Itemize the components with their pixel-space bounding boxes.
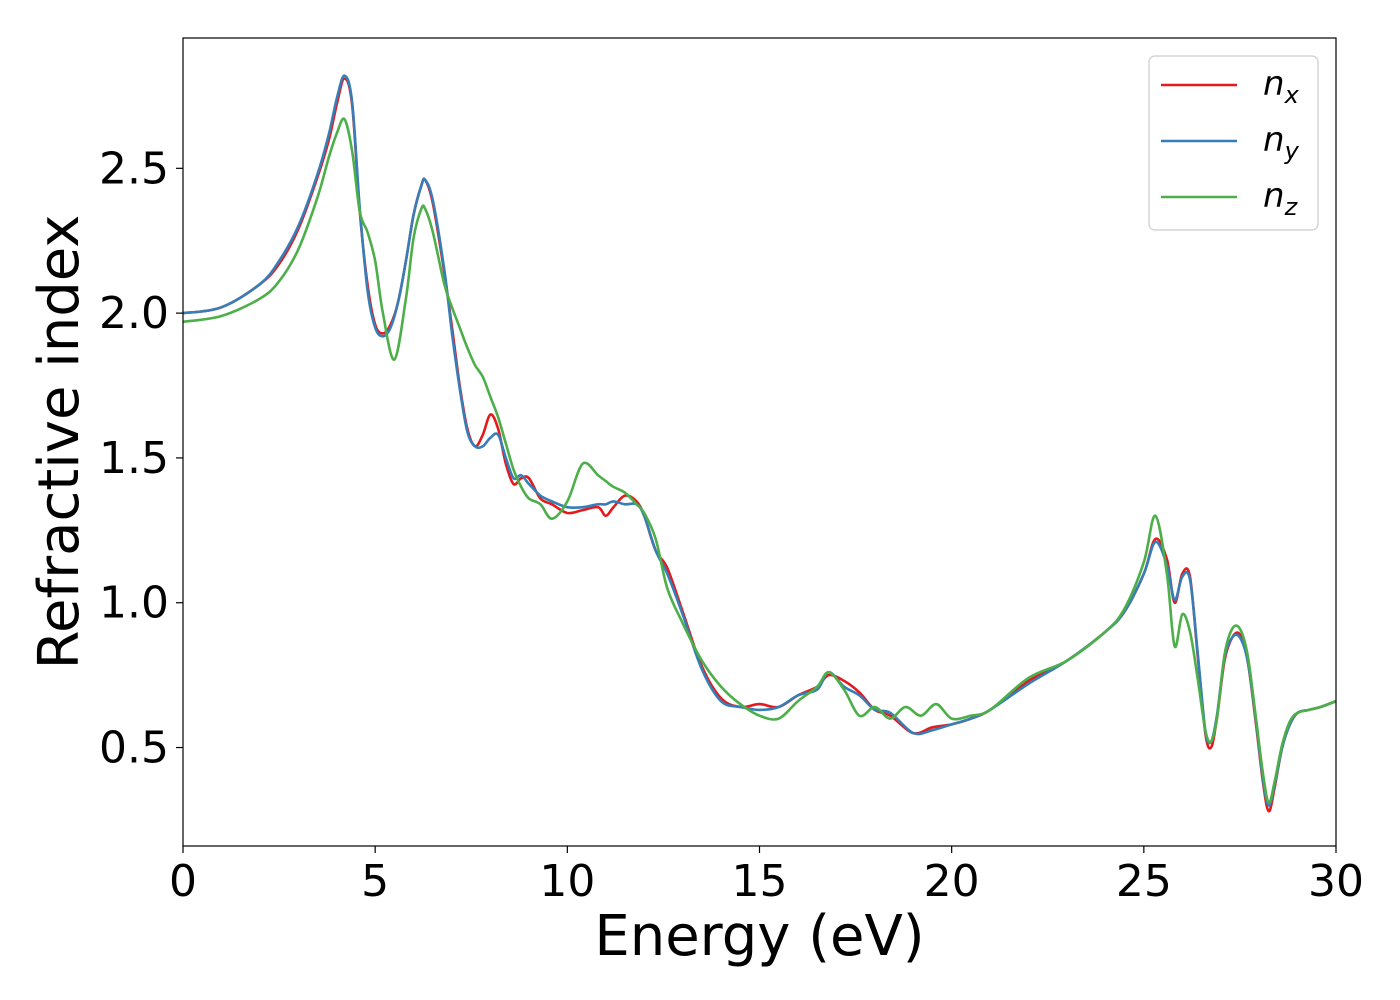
x-axis-label: Energy (eV)	[594, 904, 924, 969]
legend: nx ny nz	[1148, 55, 1319, 231]
y-axis-ticks: 0.5 1.0 1.5 2.0 2.5	[99, 143, 183, 774]
y-tick-label: 1.0	[99, 578, 169, 629]
x-tick-label: 0	[169, 856, 197, 907]
x-tick-label: 25	[1116, 856, 1172, 907]
y-tick-label: 2.0	[99, 288, 169, 339]
series-layer	[182, 74, 1337, 813]
legend-label-x: nx	[1263, 64, 1300, 109]
x-tick-label: 10	[539, 856, 595, 907]
x-tick-label: 20	[924, 856, 980, 907]
x-axis-ticks: 0 5 10 15 20 25 30	[169, 846, 1364, 907]
y-axis-label: Refractive index	[27, 215, 92, 670]
legend-label-z: nz	[1263, 176, 1299, 221]
legend-label-y: ny	[1263, 120, 1300, 165]
x-tick-label: 15	[732, 856, 788, 907]
y-tick-label: 0.5	[99, 723, 169, 774]
x-tick-label: 30	[1308, 856, 1364, 907]
x-tick-label: 5	[361, 856, 389, 907]
y-tick-label: 2.5	[99, 143, 169, 194]
y-tick-label: 1.5	[99, 433, 169, 484]
series-line-z	[182, 117, 1337, 804]
legend-box	[1148, 55, 1319, 231]
